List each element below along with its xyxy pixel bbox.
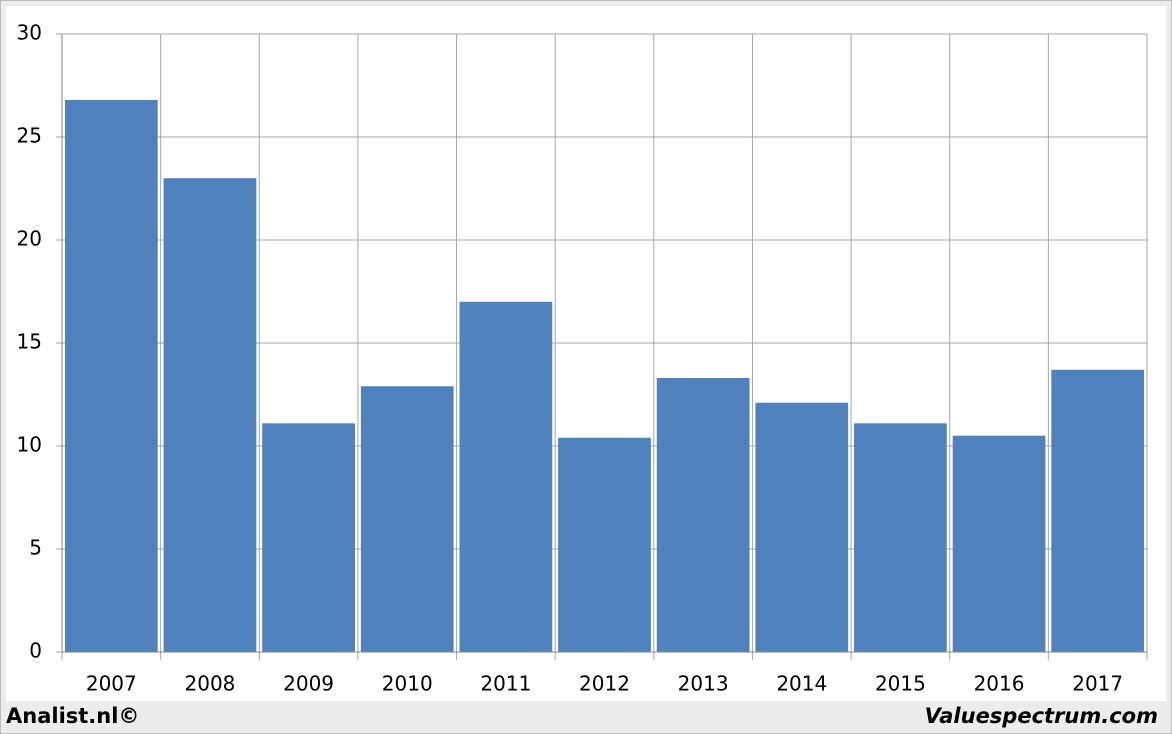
bar	[360, 386, 454, 652]
bar	[64, 99, 158, 653]
bar	[459, 301, 553, 652]
x-tick-label: 2013	[678, 672, 729, 696]
y-tick-label: 20	[17, 227, 42, 251]
bar	[656, 378, 750, 652]
bar	[558, 437, 651, 652]
y-tick-label: 0	[29, 639, 42, 663]
bar	[755, 402, 849, 652]
y-tick-label: 25	[17, 124, 42, 148]
y-tick-label: 15	[17, 330, 42, 354]
x-tick-label: 2014	[776, 672, 827, 696]
footer-right: Valuespectrum.com	[925, 704, 1158, 728]
y-tick-label: 10	[17, 433, 42, 457]
x-tick-label: 2009	[283, 672, 334, 696]
bar	[854, 423, 947, 652]
y-tick-label: 5	[29, 536, 42, 560]
x-tick-label: 2017	[1072, 672, 1123, 696]
bar	[1051, 369, 1145, 652]
bar	[262, 423, 355, 652]
x-tick-label: 2010	[382, 672, 433, 696]
x-tick-label: 2015	[875, 672, 926, 696]
y-tick-label: 30	[17, 21, 42, 45]
x-tick-label: 2008	[185, 672, 236, 696]
footer-left: Analist.nl©	[6, 704, 139, 728]
bar	[163, 178, 257, 652]
x-tick-label: 2012	[579, 672, 630, 696]
bar	[952, 435, 1046, 652]
x-tick-label: 2011	[480, 672, 531, 696]
x-tick-label: 2007	[86, 672, 137, 696]
x-tick-label: 2016	[974, 672, 1025, 696]
